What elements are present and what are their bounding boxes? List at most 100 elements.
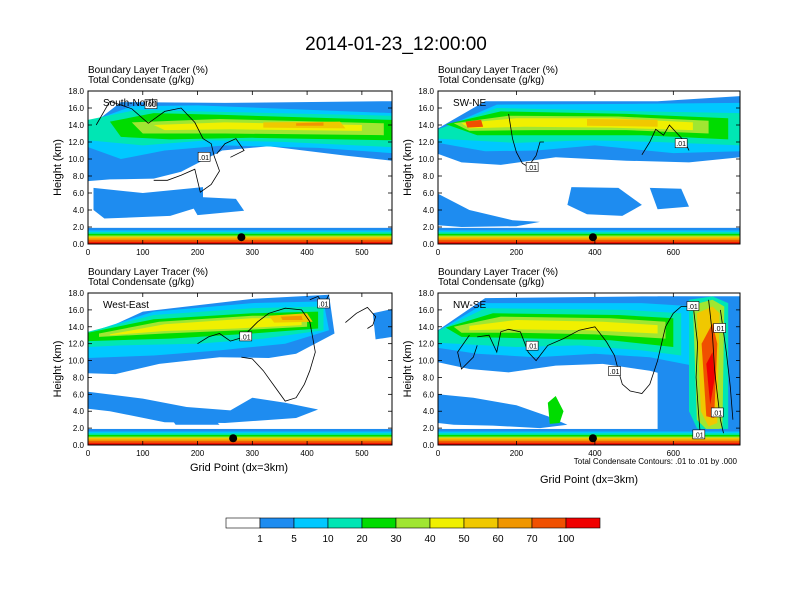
- filled-region-9: [296, 122, 324, 126]
- filled-region-3: [649, 187, 689, 210]
- field-title-condensate: Total Condensate (g/kg): [438, 277, 544, 288]
- condensate-contour-0: [508, 113, 544, 168]
- boundary-band-8: [88, 242, 392, 244]
- y-tick-label-7: 14.0: [418, 121, 434, 130]
- y-tick-label-4: 8.0: [73, 172, 85, 181]
- x-tick-label-3: 600: [667, 248, 681, 257]
- y-tick-label-3: 6.0: [423, 189, 435, 198]
- y-tick-label-6: 12.0: [68, 138, 84, 147]
- y-tick-label-4: 8.0: [423, 373, 435, 382]
- field-title-tracer: Boundary Layer Tracer (%): [88, 267, 208, 278]
- condensate-contour-0: [477, 306, 689, 394]
- y-tick-label-6: 12.0: [68, 340, 84, 349]
- y-tick-label-8: 16.0: [418, 104, 434, 113]
- colorbar-swatch-4: [361, 517, 397, 529]
- contour-label-box-1: [317, 298, 330, 309]
- panel-2: Boundary Layer Tracer (%)Total Condensat…: [52, 267, 393, 458]
- y-tick-label-7: 14.0: [68, 121, 84, 130]
- y-tick-label-0: 0.0: [73, 441, 85, 450]
- boundary-band-8: [438, 242, 740, 244]
- x-tick-label-1: 100: [136, 248, 150, 257]
- x-tick-label-1: 200: [510, 449, 524, 458]
- panel-label: West-East: [103, 300, 149, 311]
- field-title-tracer: Boundary Layer Tracer (%): [438, 267, 558, 278]
- contour-label-box-4: [710, 407, 724, 418]
- colorbar-label-8: 70: [526, 534, 538, 545]
- colorbar-label-3: 20: [356, 534, 368, 545]
- y-tick-label-7: 14.0: [418, 323, 434, 332]
- y-tick-label-5: 10.0: [68, 155, 84, 164]
- location-marker: [588, 434, 597, 443]
- contour-label-4: .01: [712, 410, 722, 417]
- boundary-band-8: [438, 443, 740, 445]
- filled-region-1: [438, 193, 540, 227]
- y-tick-label-2: 4.0: [423, 407, 435, 416]
- colorbar: 1 5 10 20 30 40 50 60 70 100: [225, 517, 601, 545]
- location-marker: [588, 233, 597, 242]
- y-tick-label-3: 6.0: [73, 189, 85, 198]
- colorbar-label-9: 100: [558, 534, 575, 545]
- x-axis-title-left: Grid Point (dx=3km): [190, 462, 288, 474]
- contour-label-box-2: [686, 301, 700, 311]
- contour-label-3: .01: [715, 326, 725, 333]
- filled-region-7: [109, 318, 302, 336]
- contour-label-0: .01: [527, 344, 537, 351]
- filled-region-1: [93, 187, 203, 219]
- x-tick-label-0: 0: [436, 449, 441, 458]
- colorbar-swatch-3: [327, 517, 363, 529]
- y-tick-label-9: 18.0: [68, 87, 84, 96]
- contour-label-2: .01: [688, 304, 698, 311]
- plot-frame: [437, 90, 741, 245]
- y-axis-title: Height (km): [402, 139, 414, 196]
- chart-title: 2014-01-23_12:00:00: [305, 34, 487, 55]
- contour-label-box-0: [525, 162, 539, 172]
- colorbar-label-5: 40: [424, 534, 436, 545]
- y-tick-label-9: 18.0: [68, 289, 84, 298]
- colorbar-label-7: 60: [492, 534, 504, 545]
- y-tick-label-4: 8.0: [73, 373, 85, 382]
- x-axis-title-right: Grid Point (dx=3km): [540, 474, 638, 486]
- plot-area: .01 .01: [88, 293, 392, 445]
- plot-frame: [87, 90, 393, 245]
- y-tick-label-1: 2.0: [423, 223, 435, 232]
- boundary-band-7: [438, 240, 740, 244]
- y-tick-label-1: 2.0: [73, 223, 85, 232]
- y-tick-label-1: 2.0: [423, 424, 435, 433]
- contour-label-1: .01: [319, 301, 329, 308]
- contour-label-box-5: [692, 429, 706, 440]
- y-tick-label-8: 16.0: [68, 306, 84, 315]
- contour-label-0: .01: [241, 334, 251, 341]
- colorbar-swatch-6: [429, 517, 465, 529]
- y-tick-label-2: 4.0: [423, 206, 435, 215]
- colorbar-label-0: 1: [257, 534, 263, 545]
- y-tick-label-2: 4.0: [73, 206, 85, 215]
- y-tick-label-7: 14.0: [68, 323, 84, 332]
- panel-1: Boundary Layer Tracer (%)Total Condensat…: [402, 65, 741, 257]
- y-tick-label-9: 18.0: [418, 289, 434, 298]
- colorbar-label-6: 50: [458, 534, 470, 545]
- plot-frame: [87, 292, 393, 446]
- x-tick-label-3: 300: [246, 248, 260, 257]
- x-tick-label-0: 0: [436, 248, 441, 257]
- y-tick-label-9: 18.0: [418, 87, 434, 96]
- contour-label-1: .01: [676, 141, 686, 148]
- filled-region-2: [186, 196, 245, 216]
- y-tick-label-0: 0.0: [423, 441, 435, 450]
- contour-label-box-1: [608, 366, 621, 376]
- condensate-contour-1: [692, 303, 701, 432]
- contour-label-box-3: [713, 323, 726, 333]
- filled-region-1: [372, 309, 392, 340]
- y-tick-label-8: 16.0: [68, 104, 84, 113]
- colorbar-label-1: 5: [291, 534, 297, 545]
- y-tick-label-0: 0.0: [423, 240, 435, 249]
- x-tick-label-2: 200: [191, 248, 205, 257]
- x-tick-label-5: 500: [355, 449, 369, 458]
- boundary-band-8: [88, 443, 392, 445]
- location-marker: [229, 434, 238, 443]
- y-tick-label-6: 12.0: [418, 340, 434, 349]
- y-tick-label-2: 4.0: [73, 407, 85, 416]
- colorbar-swatch-8: [497, 517, 533, 529]
- contour-label-1: .01: [610, 369, 620, 376]
- condensate-contour-4: [457, 334, 478, 370]
